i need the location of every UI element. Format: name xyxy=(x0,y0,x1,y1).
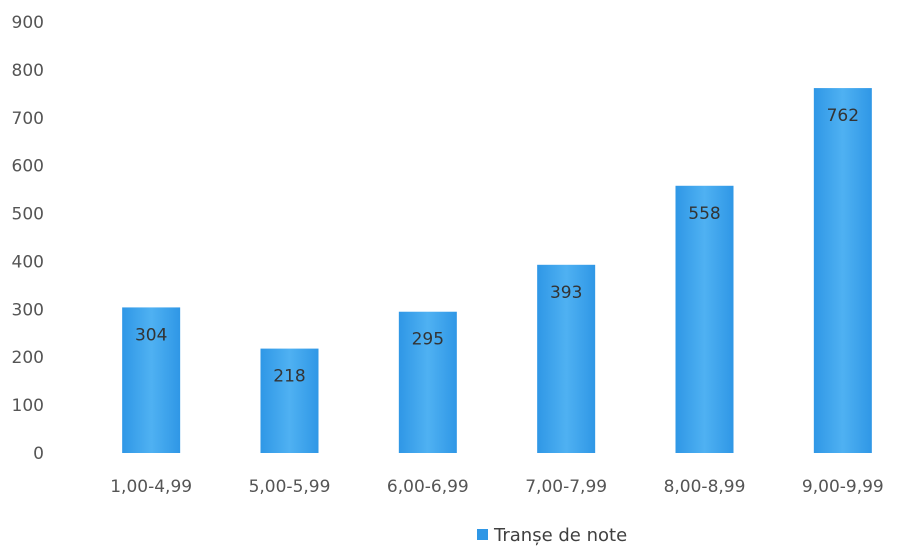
bar-value-label: 393 xyxy=(550,283,582,303)
y-tick-label: 800 xyxy=(12,61,44,81)
x-tick-label: 9,00-9,99 xyxy=(802,477,884,497)
y-tick-label: 200 xyxy=(12,348,44,368)
x-axis: 1,00-4,99 5,00-5,99 6,00-6,99 7,00-7,99 8,00… xyxy=(110,477,884,497)
bar-value-label: 304 xyxy=(135,325,167,345)
bar xyxy=(122,307,181,453)
y-tick-label: 300 xyxy=(12,300,44,320)
x-tick-label: 8,00-8,99 xyxy=(664,477,746,497)
x-tick-label: 7,00-7,99 xyxy=(525,477,607,497)
y-tick-label: 700 xyxy=(12,109,44,129)
y-axis: 0 100 200 300 400 500 600 700 800 900 xyxy=(12,13,44,464)
bar xyxy=(813,88,872,453)
bar xyxy=(260,348,319,453)
bar-value-label: 295 xyxy=(412,330,444,350)
bar-value-label: 762 xyxy=(827,106,859,126)
bar xyxy=(675,185,734,453)
bar xyxy=(537,264,596,453)
y-tick-label: 0 xyxy=(33,444,44,464)
y-tick-label: 400 xyxy=(12,252,44,272)
y-tick-label: 100 xyxy=(12,396,44,416)
legend-label: Tranșe de note xyxy=(493,525,627,546)
legend: Tranșe de note xyxy=(477,525,627,546)
legend-swatch xyxy=(477,529,488,540)
x-tick-label: 1,00-4,99 xyxy=(110,477,192,497)
y-tick-label: 500 xyxy=(12,205,44,225)
bars: 304 218 295 393 558 762 xyxy=(122,88,872,453)
bar-value-label: 558 xyxy=(688,204,720,224)
y-tick-label: 600 xyxy=(12,157,44,177)
bar-value-label: 218 xyxy=(273,367,305,387)
y-tick-label: 900 xyxy=(12,13,44,33)
x-tick-label: 6,00-6,99 xyxy=(387,477,469,497)
bar xyxy=(398,311,457,453)
x-tick-label: 5,00-5,99 xyxy=(249,477,331,497)
